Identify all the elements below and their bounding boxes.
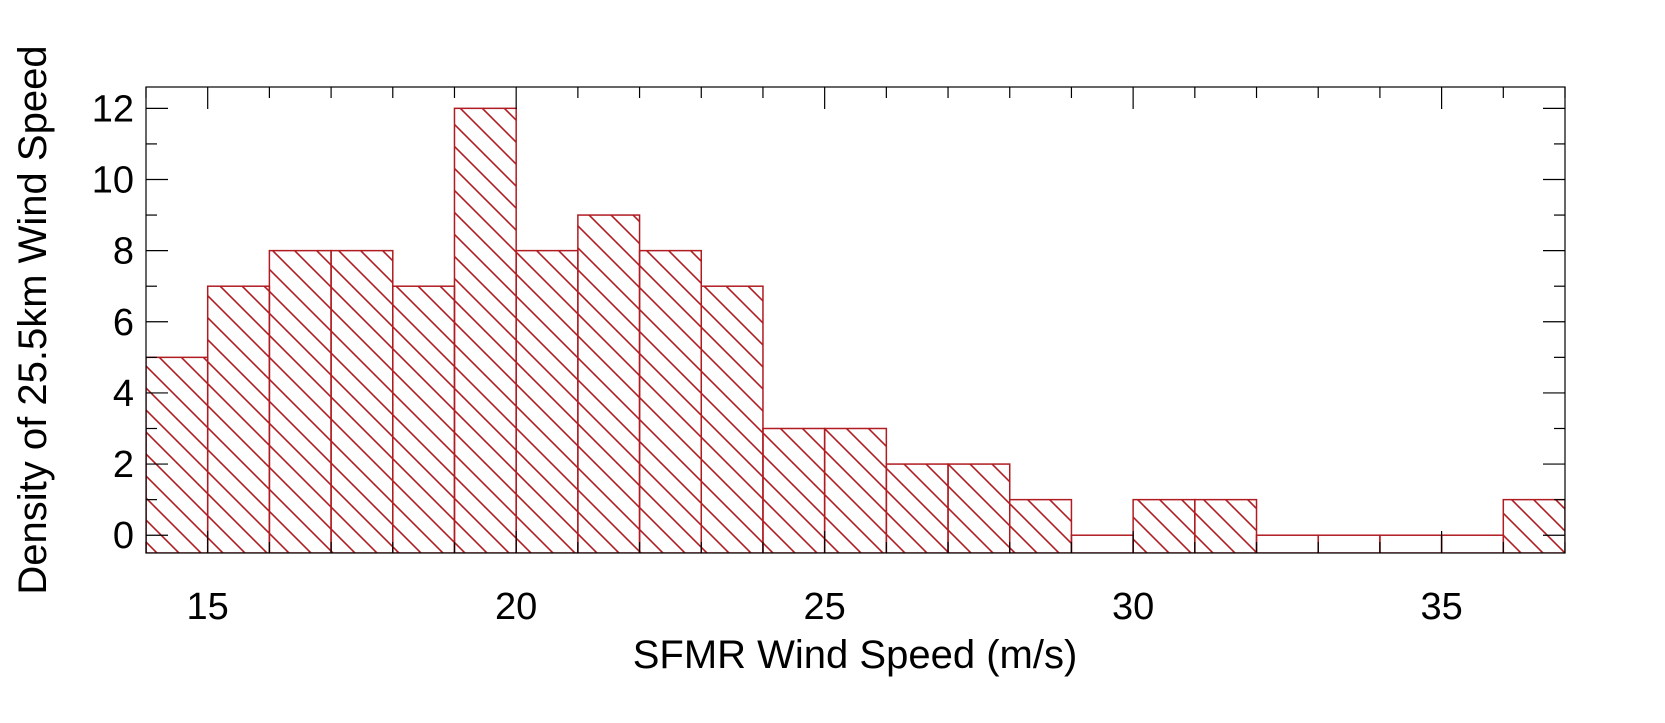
y-tick-label: 4 <box>113 373 134 415</box>
y-tick-label: 10 <box>92 159 134 201</box>
histogram-bar <box>146 356 209 553</box>
y-tick-label: 0 <box>113 515 134 557</box>
x-tick-label: 20 <box>495 586 537 628</box>
histogram-bar <box>762 427 826 553</box>
histogram-bar <box>700 285 764 553</box>
histogram-bar <box>577 214 641 553</box>
histogram-bar <box>206 285 271 553</box>
histogram-bars <box>146 107 1565 553</box>
histogram-bar <box>453 107 517 553</box>
x-tick-label: 15 <box>187 586 229 628</box>
histogram-bar <box>330 249 394 553</box>
x-tick-labels: 15 20 25 30 35 <box>187 586 1463 628</box>
histogram-bar <box>268 249 332 553</box>
y-tick-label: 2 <box>113 444 134 486</box>
histogram-bar <box>638 249 703 553</box>
histogram-bar <box>1502 498 1565 553</box>
histogram-bar <box>392 285 456 553</box>
x-tick-label: 35 <box>1420 586 1462 628</box>
histogram-bar <box>1070 534 1134 553</box>
histogram-bar <box>1440 534 1505 553</box>
y-tick-labels: 0 2 4 6 8 10 12 <box>92 88 134 557</box>
x-axis-title: SFMR Wind Speed (m/s) <box>633 633 1078 677</box>
histogram-bar <box>1194 498 1258 553</box>
histogram-bar <box>1317 534 1381 553</box>
x-tick-label: 30 <box>1112 586 1154 628</box>
histogram-bar <box>515 249 579 553</box>
y-tick-label: 8 <box>113 231 134 273</box>
axis-ticks <box>145 87 1566 553</box>
histogram-bar <box>1379 534 1443 553</box>
x-tick-label: 25 <box>804 586 846 628</box>
y-tick-label: 12 <box>92 88 134 130</box>
histogram-bar <box>947 463 1011 553</box>
histogram-bar <box>1008 498 1073 553</box>
histogram-bar <box>885 463 949 553</box>
y-axis-title: Density of 25.5km Wind Speed <box>11 45 55 594</box>
histogram-bar <box>823 427 888 553</box>
plot-frame <box>145 86 1566 554</box>
histogram-bar <box>1255 534 1319 553</box>
y-tick-label: 6 <box>113 302 134 344</box>
histogram-bar <box>1132 498 1196 553</box>
